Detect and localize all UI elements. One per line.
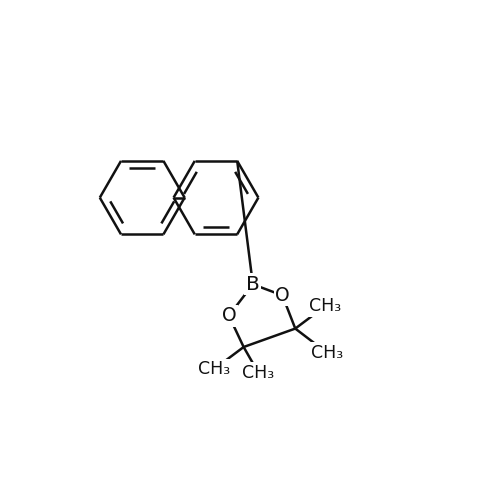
Text: B: B (246, 275, 260, 294)
Text: CH₃: CH₃ (242, 364, 274, 382)
Text: O: O (275, 286, 290, 305)
Text: O: O (222, 306, 236, 325)
Text: CH₃: CH₃ (308, 297, 341, 316)
Text: CH₃: CH₃ (198, 360, 230, 378)
Text: CH₃: CH₃ (310, 343, 343, 362)
